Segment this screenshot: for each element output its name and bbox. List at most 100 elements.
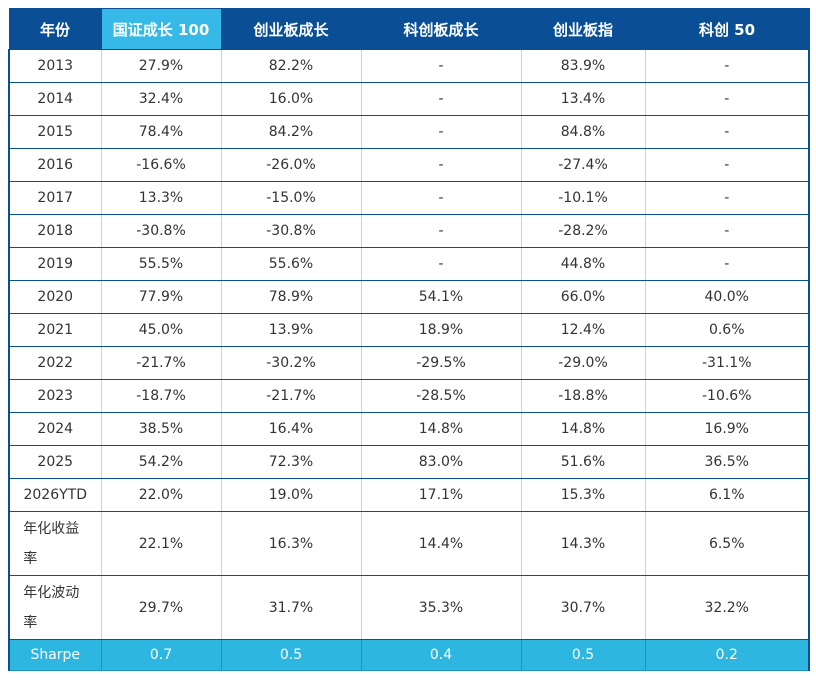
table-row: 2015 78.4% 84.2% -84.8% -	[8, 115, 810, 149]
value-cell: -30.8%	[100, 214, 222, 248]
value-cell: 13.4%	[520, 82, 646, 116]
table-row: 2021 45.0% 13.9% 18.9% 12.4% 0.6%	[8, 313, 810, 347]
row-label-cell: 2020	[8, 280, 102, 314]
value-cell: 15.3%	[520, 478, 646, 512]
row-label-cell: 2016	[8, 148, 102, 182]
value-cell: -	[644, 82, 810, 116]
value-cell: -	[360, 49, 522, 83]
value-cell: 78.4%	[100, 115, 222, 149]
value-cell: -16.6%	[100, 148, 222, 182]
value-cell: 0.7	[100, 639, 222, 671]
header-chinext-growth: 创业板成长	[220, 8, 362, 50]
row-label-cell: 2022	[8, 346, 102, 380]
table-row: 2026YTD 22.0% 19.0% 17.1% 15.3% 6.1%	[8, 478, 810, 512]
value-cell: 14.3%	[520, 511, 646, 576]
value-cell: 22.1%	[100, 511, 222, 576]
value-cell: 84.8%	[520, 115, 646, 149]
header-star-growth: 科创板成长	[360, 8, 522, 50]
header-row: 年份 国证成长 100 创业板成长 科创板成长 创业板指 科创 50	[8, 8, 810, 50]
value-cell: 16.0%	[220, 82, 362, 116]
value-cell: 51.6%	[520, 445, 646, 479]
value-cell: 54.1%	[360, 280, 522, 314]
table-row: 2020 77.9% 78.9% 54.1% 66.0% 40.0%	[8, 280, 810, 314]
value-cell: -	[360, 148, 522, 182]
value-cell: 29.7%	[100, 575, 222, 640]
table-row: 2013 27.9% 82.2% -83.9% -	[8, 49, 810, 83]
header-chinext-index: 创业板指	[520, 8, 646, 50]
table-header: 年份 国证成长 100 创业板成长 科创板成长 创业板指 科创 50	[8, 8, 810, 50]
value-cell: 0.6%	[644, 313, 810, 347]
summary-row: 年化波动率 29.7% 31.7% 35.3% 30.7% 32.2%	[8, 575, 810, 640]
value-cell: 44.8%	[520, 247, 646, 281]
value-cell: -31.1%	[644, 346, 810, 380]
table-row: 2023 -18.7% -21.7% -28.5% -18.8% -10.6%	[8, 379, 810, 413]
value-cell: -10.6%	[644, 379, 810, 413]
row-label-cell: 2023	[8, 379, 102, 413]
row-label-cell: 2024	[8, 412, 102, 446]
table-row: 2025 54.2% 72.3% 83.0% 51.6% 36.5%	[8, 445, 810, 479]
row-label-cell: 2017	[8, 181, 102, 215]
value-cell: -15.0%	[220, 181, 362, 215]
value-cell: -	[360, 214, 522, 248]
table-row: 2018 -30.8% -30.8% - -28.2% -	[8, 214, 810, 248]
value-cell: 54.2%	[100, 445, 222, 479]
value-cell: -21.7%	[220, 379, 362, 413]
value-cell: 17.1%	[360, 478, 522, 512]
value-cell: -	[644, 49, 810, 83]
value-cell: -	[644, 214, 810, 248]
value-cell: -30.8%	[220, 214, 362, 248]
table-row: 2024 38.5% 16.4% 14.8% 14.8% 16.9%	[8, 412, 810, 446]
value-cell: 32.2%	[644, 575, 810, 640]
value-cell: 55.5%	[100, 247, 222, 281]
table-row: 2017 13.3% -15.0% - -10.1% -	[8, 181, 810, 215]
row-label-cell: 2015	[8, 115, 102, 149]
value-cell: 18.9%	[360, 313, 522, 347]
value-cell: 16.3%	[220, 511, 362, 576]
value-cell: 31.7%	[220, 575, 362, 640]
value-cell: -	[644, 181, 810, 215]
returns-table: 年份 国证成长 100 创业板成长 科创板成长 创业板指 科创 50 2013 2…	[8, 8, 810, 671]
value-cell: -21.7%	[100, 346, 222, 380]
returns-table-container: 年份 国证成长 100 创业板成长 科创板成长 创业板指 科创 50 2013 2…	[8, 8, 810, 671]
row-label-cell: 年化收益率	[8, 511, 102, 576]
header-star-50: 科创 50	[644, 8, 810, 50]
value-cell: -26.0%	[220, 148, 362, 182]
value-cell: -	[644, 115, 810, 149]
summary-row: 年化收益率 22.1% 16.3% 14.4% 14.3% 6.5%	[8, 511, 810, 576]
row-label-cell: 2025	[8, 445, 102, 479]
value-cell: 77.9%	[100, 280, 222, 314]
table-body: 2013 27.9% 82.2% -83.9% -2014 32.4% 16.0% -13.4…	[8, 49, 810, 671]
value-cell: 84.2%	[220, 115, 362, 149]
value-cell: 40.0%	[644, 280, 810, 314]
value-cell: 55.6%	[220, 247, 362, 281]
value-cell: 12.4%	[520, 313, 646, 347]
value-cell: 82.2%	[220, 49, 362, 83]
header-growth-100: 国证成长 100	[100, 8, 222, 50]
value-cell: -18.8%	[520, 379, 646, 413]
table-row: 2016 -16.6% -26.0% - -27.4% -	[8, 148, 810, 182]
value-cell: 14.8%	[520, 412, 646, 446]
value-cell: -	[360, 247, 522, 281]
value-cell: 6.5%	[644, 511, 810, 576]
value-cell: -27.4%	[520, 148, 646, 182]
row-label-cell: 2013	[8, 49, 102, 83]
value-cell: 0.2	[644, 639, 810, 671]
value-cell: 35.3%	[360, 575, 522, 640]
value-cell: -	[644, 148, 810, 182]
table-row: 2014 32.4% 16.0% -13.4% -	[8, 82, 810, 116]
value-cell: 36.5%	[644, 445, 810, 479]
value-cell: -18.7%	[100, 379, 222, 413]
value-cell: 38.5%	[100, 412, 222, 446]
value-cell: 0.5	[220, 639, 362, 671]
value-cell: -28.2%	[520, 214, 646, 248]
value-cell: 16.9%	[644, 412, 810, 446]
row-label: 年化波动率	[23, 584, 80, 631]
row-label: 年化收益率	[23, 520, 80, 567]
row-label-cell: 2021	[8, 313, 102, 347]
value-cell: 16.4%	[220, 412, 362, 446]
value-cell: -	[644, 247, 810, 281]
value-cell: -29.0%	[520, 346, 646, 380]
value-cell: 45.0%	[100, 313, 222, 347]
value-cell: -29.5%	[360, 346, 522, 380]
row-label-cell: 2018	[8, 214, 102, 248]
